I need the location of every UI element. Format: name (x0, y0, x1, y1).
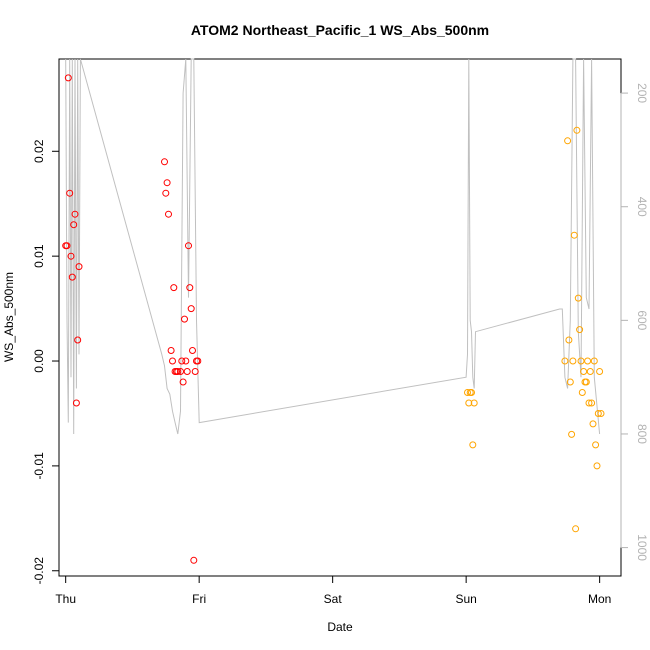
x-axis-label: Date (327, 620, 353, 634)
data-points (62, 74, 605, 564)
series-2-point (596, 368, 604, 375)
series-1-point (74, 336, 82, 344)
y-tick-label: -0.02 (32, 557, 46, 585)
series-2-point (566, 378, 574, 386)
series-2-point (593, 462, 601, 470)
series-2-point (570, 231, 578, 239)
series-1-point (72, 399, 80, 407)
depth-line (65, 58, 601, 435)
x-tick-label: Fri (192, 592, 206, 606)
series-2-point (470, 399, 478, 407)
right-tick-label: 1000 (635, 534, 649, 561)
series-2-point (582, 378, 590, 386)
series-1-point (182, 357, 190, 365)
y-tick-label: -0.01 (32, 452, 46, 480)
series-1-point (71, 210, 79, 218)
series-2-point (465, 399, 473, 407)
series-1-point (185, 242, 192, 250)
series-2-point (578, 389, 586, 396)
y-axis: -0.02 -0.01 0.00 0.01 0.02 (32, 139, 60, 585)
series-1-point (187, 305, 195, 313)
plot-frame (58, 58, 622, 577)
y-tick-label: 0.02 (32, 139, 46, 163)
right-tick-label: 200 (635, 83, 649, 103)
x-tick-label: Sun (455, 592, 476, 606)
series-2-point (572, 525, 580, 533)
series-2-point (561, 357, 569, 365)
series-1-point (190, 556, 198, 564)
series-2-point (576, 326, 584, 334)
series-1-point (178, 357, 186, 365)
series-1-point (191, 368, 199, 375)
series-1-point (67, 252, 75, 260)
series-1-point (179, 378, 187, 386)
series-2-point (594, 410, 602, 417)
series-2-point (586, 368, 594, 375)
series-2-point (580, 368, 588, 375)
series-2-point (469, 441, 477, 449)
series-2-point (597, 410, 605, 417)
series-1-point (177, 368, 184, 375)
x-axis: Thu Fri Sat Sun Mon (55, 575, 611, 606)
right-tick-label: 800 (635, 424, 649, 444)
series-2-point (574, 294, 582, 302)
series-2-point (568, 430, 576, 438)
series-1-point (162, 189, 170, 197)
series-2-point (584, 357, 592, 365)
series-1-point (75, 263, 83, 271)
y-tick-label: 0.00 (32, 349, 46, 373)
series-2-point (592, 441, 600, 449)
x-tick-label: Mon (588, 592, 611, 606)
series-1-point (70, 221, 78, 229)
series-1-point (161, 158, 168, 166)
right-tick-label: 400 (635, 197, 649, 217)
series-2-point (590, 357, 598, 365)
series-2-point (585, 399, 593, 407)
series-1-point (167, 347, 175, 354)
series-2-point (589, 420, 597, 428)
series-2-point (464, 389, 471, 396)
series-1-point (63, 242, 71, 250)
series-1-point (174, 368, 182, 375)
series-1-point (194, 357, 202, 365)
right-tick-label: 600 (635, 310, 649, 330)
series-1-point (64, 74, 72, 82)
y-tick-label: 0.01 (32, 244, 46, 268)
x-tick-label: Sat (324, 592, 343, 606)
series-1-point (165, 210, 172, 218)
y-axis-label: WS_Abs_500nm (2, 272, 16, 362)
series-1-point (186, 284, 194, 292)
series-2-point (577, 357, 585, 365)
chart-title: ATOM2 Northeast_Pacific_1 WS_Abs_500nm (191, 22, 489, 38)
right-axis: 200 400 600 800 1000 (620, 83, 649, 561)
series-1-point (163, 179, 171, 187)
series-1-point (68, 273, 76, 281)
depth-profile (65, 58, 601, 435)
series-2-point (564, 137, 572, 145)
series-2-point (565, 336, 573, 344)
series-2-point (569, 357, 577, 365)
series-2-point (468, 389, 475, 396)
series-1-point (183, 368, 191, 375)
series-1-point (181, 315, 188, 323)
series-2-point (588, 399, 596, 407)
series-1-point (170, 284, 178, 292)
series-2-point (573, 126, 581, 134)
series-1-point (189, 347, 196, 354)
series-1-point (66, 189, 74, 197)
x-tick-label: Thu (55, 592, 76, 606)
series-1-point (169, 357, 176, 365)
